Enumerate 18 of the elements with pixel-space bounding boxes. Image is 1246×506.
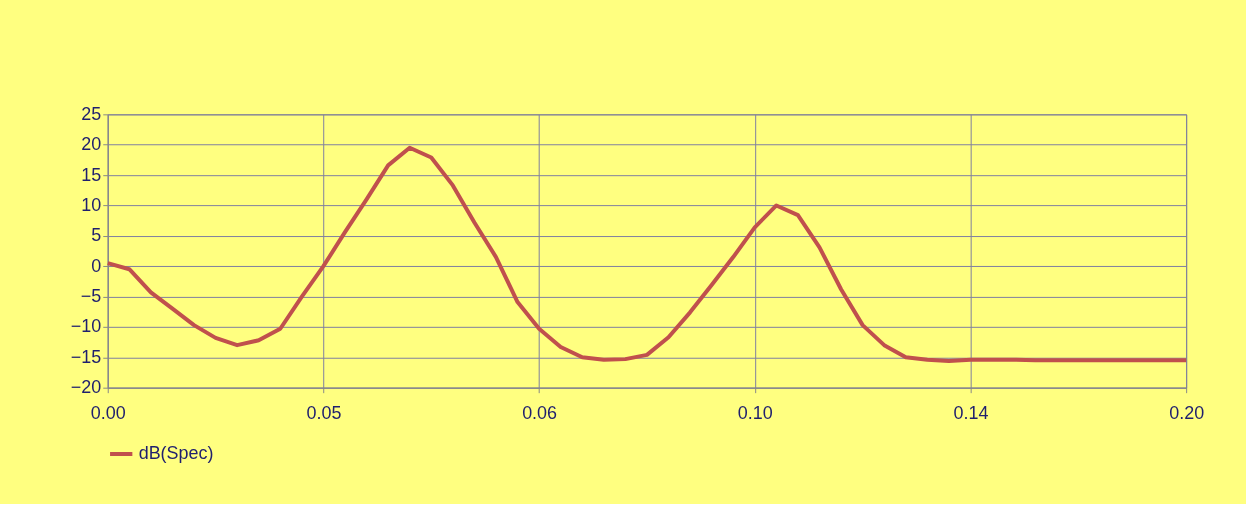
- y-tick-label: −10: [70, 316, 102, 337]
- y-tick-label: 0: [91, 255, 102, 276]
- y-tick-label: 5: [91, 225, 102, 246]
- x-tick-label: 0.06: [522, 403, 558, 424]
- y-tick-label: 15: [81, 164, 102, 185]
- legend-label: dB(Spec): [138, 443, 214, 463]
- line-series: [105, 145, 1189, 363]
- y-tick-label: −20: [70, 377, 102, 398]
- x-tick-label: 0.20: [1169, 403, 1205, 424]
- x-tick-label: 0.14: [953, 403, 989, 424]
- x-tick-label: 0.05: [306, 403, 342, 424]
- y-tick-label: 10: [81, 194, 102, 215]
- x-tick-label: 0.00: [90, 403, 126, 424]
- y-tick-label: −15: [70, 346, 102, 367]
- y-tick-label: −5: [80, 286, 102, 307]
- y-tick-label: 20: [81, 134, 102, 155]
- y-tick-label: 25: [81, 103, 102, 124]
- x-tick-label: 0.10: [737, 403, 773, 424]
